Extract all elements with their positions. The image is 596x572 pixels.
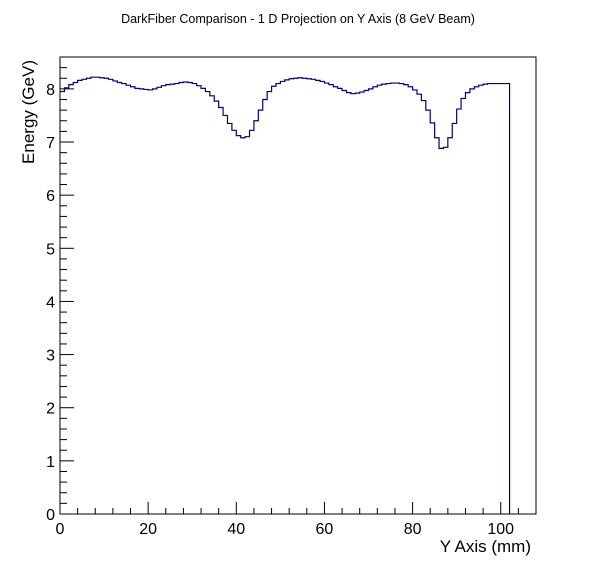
y-tick-label: 1 <box>46 454 55 471</box>
plot-border <box>59 56 537 515</box>
x-tick-label: 40 <box>227 521 245 538</box>
y-tick-label: 2 <box>46 401 55 418</box>
chart-title: DarkFiber Comparison - 1 D Projection on… <box>121 12 475 26</box>
x-tick-label: 80 <box>404 521 422 538</box>
y-tick-label: 7 <box>46 135 55 152</box>
x-axis: 0 20 40 60 80 100 <box>56 502 537 538</box>
y-axis: 0 1 2 3 4 5 6 7 8 <box>46 56 74 524</box>
y-tick-label: 5 <box>46 241 55 258</box>
y-tick-label: 3 <box>46 348 55 365</box>
x-tick-label: 20 <box>139 521 157 538</box>
x-tick-label: 60 <box>316 521 334 538</box>
y-axis-label: Energy (GeV) <box>19 60 38 164</box>
y-tick-label: 8 <box>46 82 55 99</box>
x-axis-label: Y Axis (mm) <box>440 537 531 556</box>
y-tick-label: 0 <box>46 507 55 524</box>
y-tick-label: 6 <box>46 188 55 205</box>
y-tick-label: 4 <box>46 294 55 311</box>
x-tick-label: 100 <box>487 521 514 538</box>
histogram-line <box>60 76 511 514</box>
plot-frame <box>59 56 537 515</box>
x-tick-label: 0 <box>56 521 65 538</box>
